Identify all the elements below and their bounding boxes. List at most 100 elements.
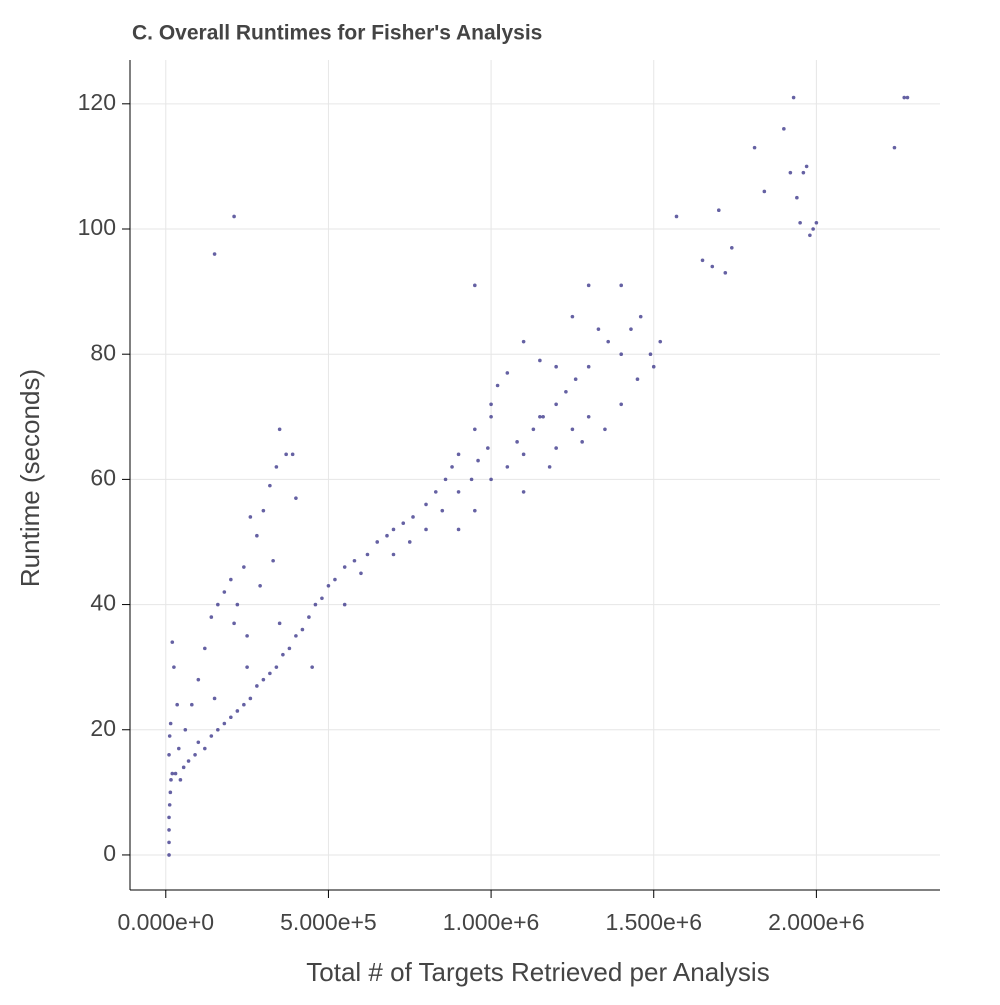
point — [385, 533, 389, 538]
x-tick-label: 1.500e+6 — [605, 909, 702, 935]
point — [424, 502, 428, 507]
point — [411, 515, 415, 519]
point — [788, 170, 793, 175]
point — [168, 790, 173, 795]
point — [554, 364, 558, 369]
point — [216, 602, 220, 607]
point — [752, 145, 757, 150]
point — [268, 483, 272, 488]
point — [505, 371, 510, 375]
point — [242, 565, 246, 569]
point — [469, 477, 474, 482]
point — [277, 427, 282, 432]
point — [169, 778, 173, 782]
point — [196, 740, 201, 745]
point — [307, 615, 311, 619]
point — [489, 414, 493, 419]
point — [424, 527, 428, 532]
point — [287, 646, 292, 651]
point — [433, 490, 438, 494]
point — [232, 621, 236, 626]
point — [892, 145, 897, 150]
point — [710, 264, 715, 269]
point — [648, 352, 653, 356]
point — [209, 734, 214, 738]
point — [359, 571, 363, 576]
point — [170, 640, 175, 644]
y-tick-label: 0 — [103, 840, 116, 866]
x-axis-label: Total # of Targets Retrieved per Analysi… — [306, 957, 769, 987]
point — [294, 634, 298, 638]
point — [538, 358, 542, 363]
point — [310, 665, 314, 669]
point — [203, 646, 207, 651]
point — [167, 828, 171, 832]
point — [232, 214, 236, 219]
point — [762, 189, 767, 194]
point — [222, 590, 227, 594]
y-tick-label: 20 — [90, 715, 116, 741]
point — [212, 252, 217, 256]
point — [181, 765, 186, 770]
point — [638, 314, 643, 319]
point — [248, 515, 253, 519]
x-tick-label: 2.000e+6 — [768, 909, 865, 935]
point — [216, 727, 220, 732]
point — [570, 427, 575, 432]
point — [235, 709, 240, 713]
point — [716, 208, 721, 213]
point — [580, 440, 584, 444]
point — [515, 440, 519, 444]
point — [629, 327, 633, 331]
y-tick-label: 120 — [78, 89, 116, 115]
point — [167, 815, 171, 820]
point — [635, 377, 640, 382]
point — [229, 715, 233, 720]
point — [538, 414, 542, 419]
point — [167, 734, 172, 738]
point — [261, 677, 266, 682]
point — [554, 402, 558, 407]
point — [242, 702, 246, 707]
point — [245, 665, 249, 669]
point — [521, 339, 526, 344]
point — [229, 577, 233, 582]
point — [674, 214, 679, 219]
point — [284, 452, 288, 457]
point — [261, 508, 266, 513]
point — [235, 602, 240, 607]
point — [603, 427, 607, 432]
point — [186, 759, 191, 763]
point — [407, 540, 412, 544]
point — [274, 465, 279, 469]
point — [167, 803, 172, 807]
point — [651, 364, 656, 369]
point — [473, 283, 477, 288]
point — [281, 652, 285, 657]
x-tick-label: 1.000e+6 — [443, 909, 540, 935]
point — [352, 558, 357, 563]
point — [168, 721, 173, 726]
point — [167, 752, 171, 757]
point — [619, 402, 624, 407]
point — [658, 339, 663, 344]
point — [573, 377, 578, 382]
point — [905, 95, 910, 100]
point — [531, 427, 536, 432]
point — [209, 615, 214, 619]
point — [443, 477, 448, 482]
point — [521, 452, 526, 457]
point — [782, 127, 786, 131]
y-tick-label: 100 — [78, 214, 116, 240]
point — [808, 233, 812, 238]
point — [586, 364, 591, 369]
x-tick-label: 5.000e+5 — [280, 909, 377, 935]
point — [570, 314, 575, 319]
point — [255, 684, 259, 688]
point — [365, 552, 370, 557]
point — [167, 840, 171, 845]
point — [290, 452, 295, 457]
point — [476, 458, 480, 463]
point — [176, 746, 181, 751]
point — [173, 771, 178, 776]
